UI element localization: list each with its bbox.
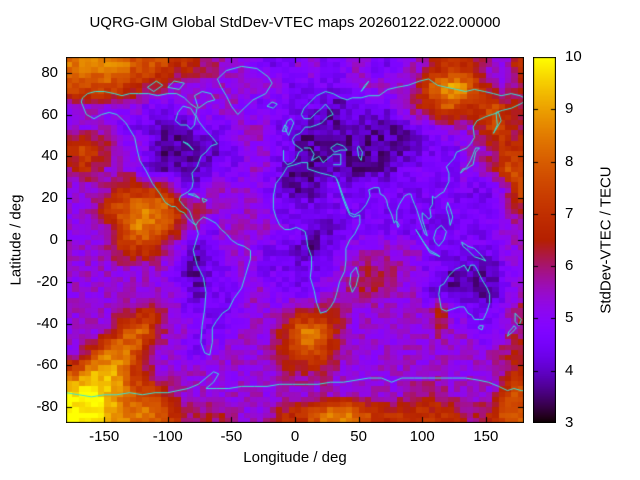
x-tick-label: -50 (220, 428, 243, 445)
x-tick-label: 100 (409, 428, 435, 445)
y-tick-label: 80 (41, 63, 58, 81)
y-tick-label: 60 (41, 105, 58, 123)
x-tick-label: -150 (89, 428, 120, 445)
colorbar-tick-label: 6 (565, 257, 574, 275)
y-tick-label: -80 (36, 398, 58, 416)
y-tick-label: -60 (36, 356, 58, 374)
colorbar-tick-label: 9 (565, 100, 574, 118)
x-tick-label: 150 (473, 428, 499, 445)
y-tick-label: 0 (49, 231, 58, 248)
chart-title: UQRG-GIM Global StdDev-VTEC maps 2026012… (89, 14, 501, 31)
y-tick-label: -20 (36, 272, 58, 290)
world-heatmap-plot (66, 57, 524, 423)
x-tick-label: 0 (290, 428, 300, 445)
colorbar-tick-label: 4 (565, 361, 574, 379)
x-tick-label: 50 (350, 428, 367, 445)
y-tick-label: 40 (41, 147, 58, 165)
y-tick-label: 20 (41, 189, 58, 207)
colorbar-tick-label: 10 (565, 48, 582, 65)
colorbar-tick-label: 7 (565, 204, 574, 222)
colorbar-tick-label: 5 (565, 309, 574, 327)
y-tick-label: -40 (36, 314, 58, 332)
colorbar-tick-label: 3 (565, 414, 574, 431)
colorbar (533, 57, 556, 423)
x-tick-label: -100 (152, 428, 183, 445)
colorbar-title: StdDev-VTEC / TECU (597, 166, 615, 314)
x-axis-title: Longitude / deg (243, 449, 347, 466)
colorbar-tick-label: 8 (565, 152, 574, 170)
